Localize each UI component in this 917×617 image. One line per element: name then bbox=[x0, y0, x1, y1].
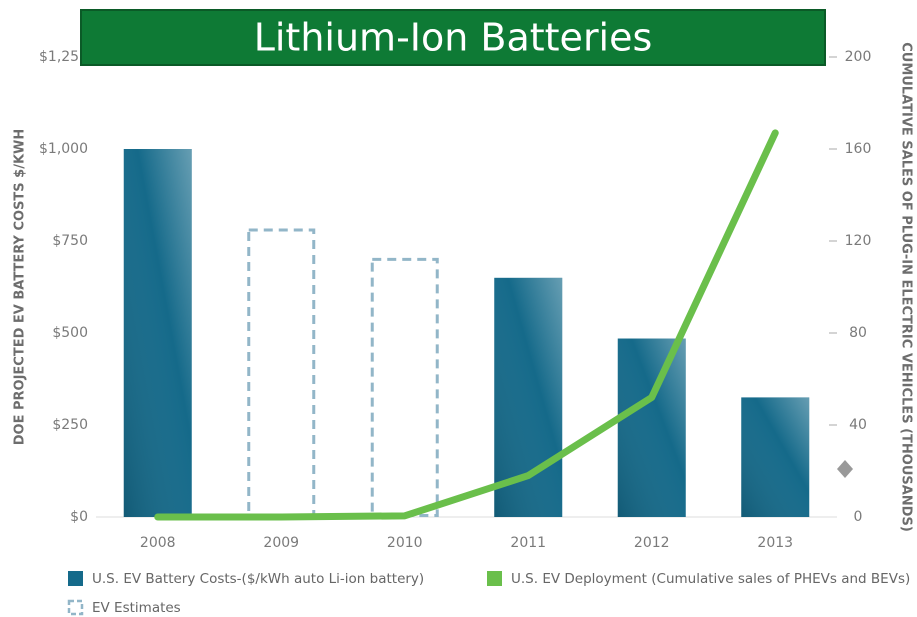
plot-area: $0 $250 $500 $750 $1,000 $1,250 0 40 80 120 160 200… bbox=[39, 49, 910, 616]
y2-tick-label: 120 bbox=[845, 233, 872, 249]
y-axis-title: DOE PROJECTED EV BATTERY COSTS $/KWH bbox=[13, 129, 28, 446]
y-tick-label: $500 bbox=[52, 325, 88, 341]
x-tick-label: 2011 bbox=[510, 535, 546, 551]
x-tick-label: 2008 bbox=[140, 535, 176, 551]
legend-swatch bbox=[67, 599, 84, 616]
legend-swatch bbox=[487, 571, 502, 586]
y-tick-label: $1,000 bbox=[39, 141, 88, 157]
y2-axis-title: CUMULATIVE SALES OF PLUG-IN ELECTRIC VEH… bbox=[899, 42, 914, 532]
y-tick-label: $250 bbox=[52, 417, 88, 433]
bar-shine bbox=[123, 149, 192, 517]
legend-swatch bbox=[68, 571, 83, 586]
y-tick-label: $1,250 bbox=[39, 49, 88, 65]
y2-tick-label: 40 bbox=[849, 417, 867, 433]
title-banner bbox=[80, 9, 826, 66]
legend-label: U.S. EV Deployment (Cumulative sales of … bbox=[511, 571, 910, 587]
y-tick-label: $0 bbox=[70, 509, 88, 525]
y2-tick-label: 80 bbox=[849, 325, 867, 341]
y2-tick-label: 0 bbox=[854, 509, 863, 525]
y2-tick-label: 200 bbox=[845, 49, 872, 65]
chart-title: Lithium-Ion Batteries bbox=[254, 16, 653, 60]
estimate-bar bbox=[370, 257, 439, 517]
x-tick-label: 2012 bbox=[634, 535, 670, 551]
legend-label: U.S. EV Battery Costs-($/kWh auto Li-ion… bbox=[92, 571, 424, 587]
bar-shine bbox=[617, 338, 686, 517]
line bbox=[154, 129, 779, 521]
bar-shine bbox=[741, 397, 810, 517]
legend-label: EV Estimates bbox=[92, 600, 181, 616]
x-tick-label: 2010 bbox=[387, 535, 423, 551]
y-tick-label: $750 bbox=[52, 233, 88, 249]
y2-tick-label: 160 bbox=[845, 141, 872, 157]
marker-decoration bbox=[837, 460, 853, 478]
x-tick-label: 2013 bbox=[757, 535, 793, 551]
x-tick-label: 2009 bbox=[263, 535, 299, 551]
estimate-bar bbox=[247, 228, 316, 518]
